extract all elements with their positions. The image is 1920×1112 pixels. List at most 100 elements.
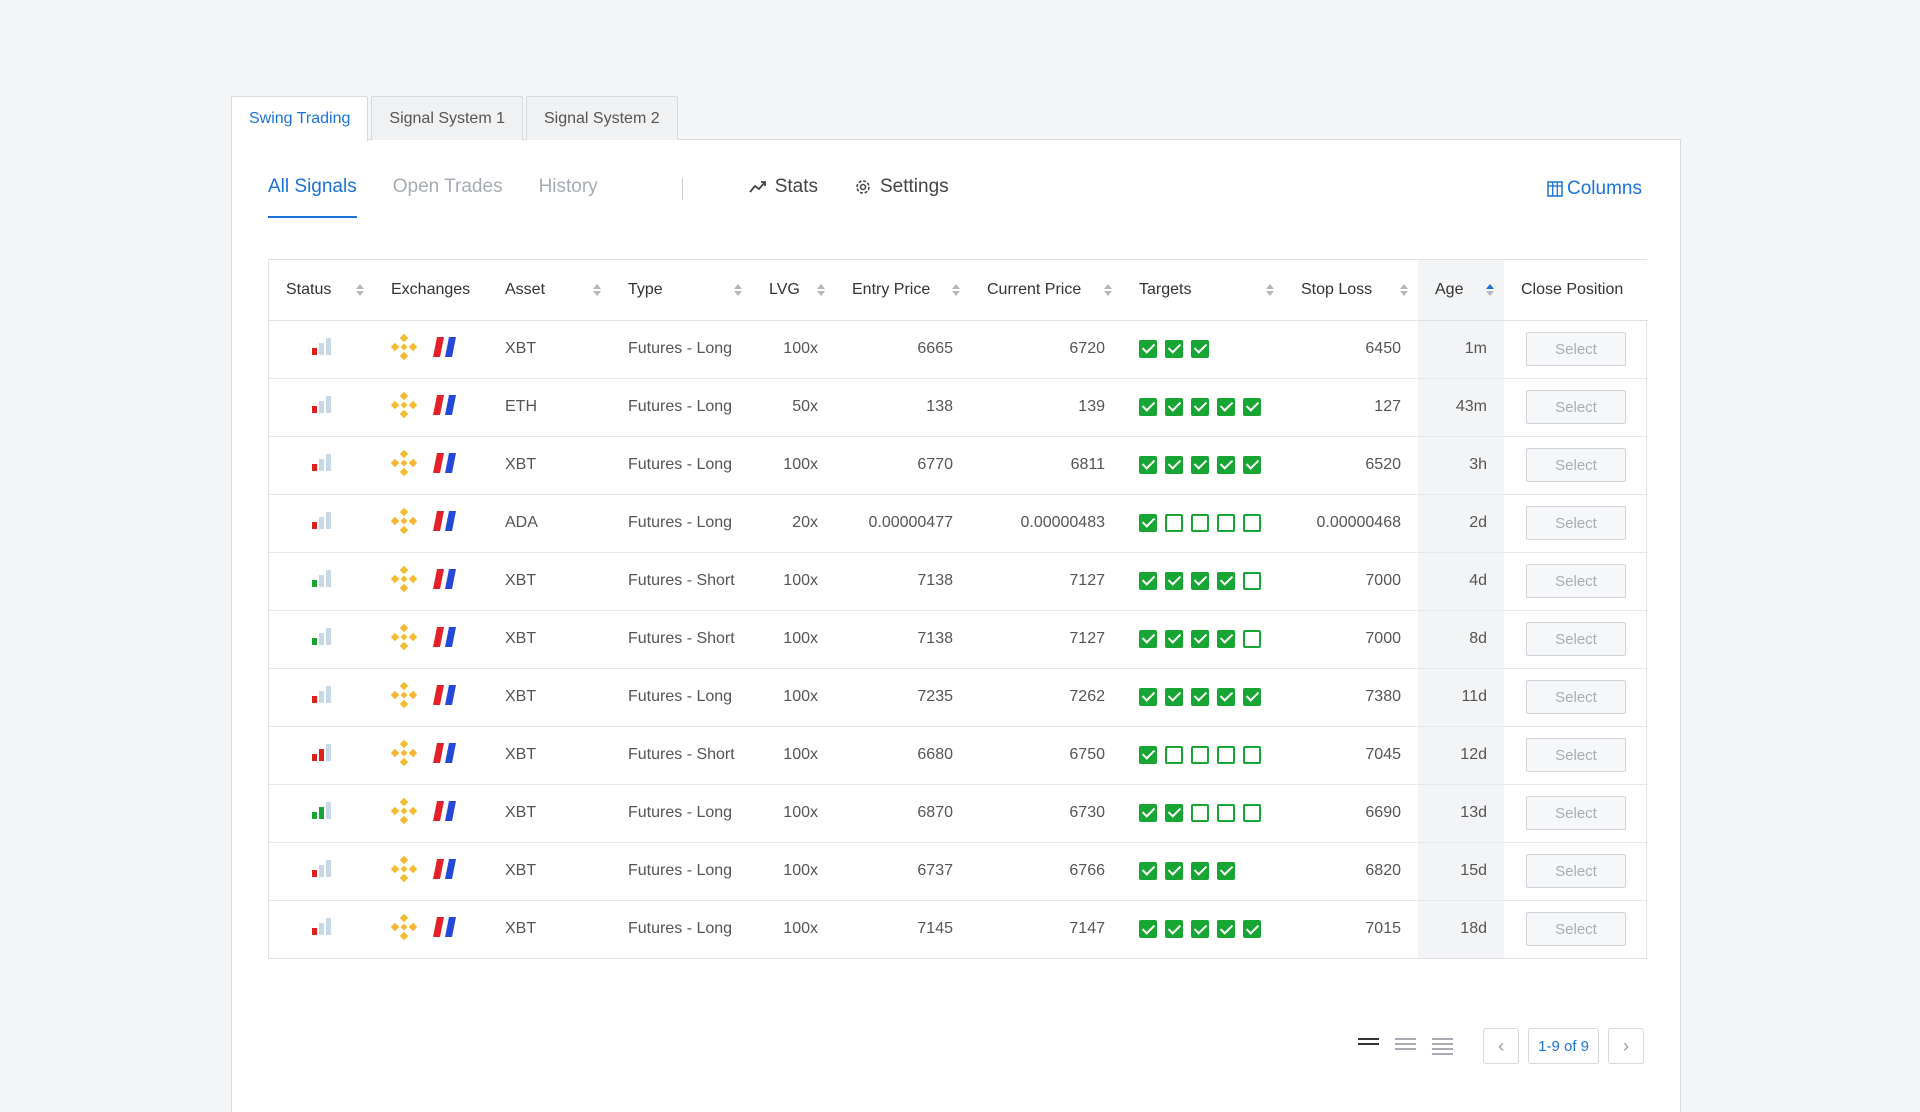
trend-up-icon bbox=[748, 181, 766, 193]
select-button[interactable]: Select bbox=[1526, 390, 1626, 424]
signal-bars-icon bbox=[312, 860, 331, 877]
targets-cell bbox=[1122, 668, 1284, 727]
density-switcher bbox=[1358, 1037, 1454, 1055]
select-button[interactable]: Select bbox=[1526, 622, 1626, 656]
type-cell: Futures - Short bbox=[611, 610, 752, 669]
select-button[interactable]: Select bbox=[1526, 680, 1626, 714]
signal-bars-icon bbox=[312, 918, 331, 936]
targets-cell bbox=[1122, 842, 1284, 901]
check-filled-icon bbox=[1217, 861, 1235, 880]
density-regular-icon[interactable] bbox=[1395, 1037, 1417, 1055]
col-asset[interactable]: Asset bbox=[488, 260, 611, 321]
check-filled-icon bbox=[1165, 861, 1183, 880]
check-filled-icon bbox=[1217, 455, 1235, 474]
select-button[interactable]: Select bbox=[1526, 506, 1626, 540]
stop-loss-cell: 0.00000468 bbox=[1284, 494, 1418, 553]
settings-button[interactable]: Settings bbox=[854, 176, 949, 198]
col-type[interactable]: Type bbox=[611, 260, 752, 321]
table-row: XBT Futures - Short 100x 7138 7127 7000 8d Sele… bbox=[269, 610, 1648, 669]
tab-swing-trading[interactable]: Swing Trading bbox=[231, 96, 369, 141]
check-filled-icon bbox=[1139, 745, 1157, 764]
check-empty-icon bbox=[1243, 513, 1261, 532]
stats-button[interactable]: Stats bbox=[748, 176, 818, 198]
tab-signal-system-2[interactable]: Signal System 2 bbox=[526, 96, 678, 140]
type-cell: Futures - Long bbox=[628, 920, 733, 938]
close-position-cell: Select bbox=[1504, 378, 1648, 437]
check-filled-icon bbox=[1165, 629, 1183, 648]
select-button[interactable]: Select bbox=[1526, 564, 1626, 598]
status-cell bbox=[269, 552, 374, 611]
lvg-cell: 50x bbox=[752, 378, 835, 437]
targets-cell bbox=[1122, 784, 1284, 843]
check-filled-icon bbox=[1139, 861, 1157, 880]
status-cell bbox=[269, 784, 374, 843]
chevron-right-icon: › bbox=[1623, 1035, 1629, 1056]
col-age[interactable]: Age bbox=[1418, 260, 1504, 321]
age-cell: 13d bbox=[1418, 784, 1504, 843]
subtab-all-signals[interactable]: All Signals bbox=[268, 176, 357, 218]
col-exchanges-label: Exchanges bbox=[391, 280, 471, 298]
bitmex-icon bbox=[433, 394, 456, 415]
table-row: XBT Futures - Long 100x 6737 6766 6820 15d Sele… bbox=[269, 842, 1648, 901]
col-targets[interactable]: Targets bbox=[1122, 260, 1284, 321]
table-row: XBT Futures - Long 100x 6770 6811 6520 3h Selec… bbox=[269, 436, 1648, 495]
entry-price-cell: 6665 bbox=[835, 320, 970, 379]
table-row: XBT Futures - Long 100x 6665 6720 6450 1m Selec… bbox=[269, 320, 1648, 379]
exchanges-cell bbox=[374, 436, 488, 495]
table-row: ETH Futures - Long 50x 138 139 127 43m Select bbox=[269, 378, 1648, 437]
next-page-button[interactable]: › bbox=[1608, 1028, 1644, 1064]
age-cell: 4d bbox=[1418, 552, 1504, 611]
check-filled-icon bbox=[1165, 920, 1183, 938]
col-stop-loss[interactable]: Stop Loss bbox=[1284, 260, 1418, 321]
stop-loss-cell: 7045 bbox=[1284, 726, 1418, 785]
pagination: ‹ 1-9 of 9 › bbox=[1358, 1028, 1644, 1064]
select-button[interactable]: Select bbox=[1526, 912, 1626, 947]
type-cell: Futures - Short bbox=[611, 726, 752, 785]
bitmex-icon bbox=[433, 684, 456, 705]
page-info: 1-9 of 9 bbox=[1528, 1028, 1599, 1064]
col-status[interactable]: Status bbox=[269, 260, 374, 321]
sort-icon bbox=[952, 283, 960, 296]
tab-signal-system-1[interactable]: Signal System 1 bbox=[371, 96, 523, 140]
signals-table: Status Exchanges Asset Type LVG Entry Pr… bbox=[268, 259, 1648, 959]
bitmex-icon bbox=[433, 452, 456, 473]
density-compact-icon[interactable] bbox=[1358, 1037, 1380, 1055]
lvg-cell: 100x bbox=[752, 610, 835, 669]
age-cell: 1m bbox=[1418, 320, 1504, 379]
check-filled-icon bbox=[1191, 629, 1209, 648]
columns-button[interactable]: Columns bbox=[1547, 178, 1642, 200]
col-current-price[interactable]: Current Price bbox=[970, 260, 1122, 321]
current-price-cell: 6720 bbox=[970, 320, 1122, 379]
select-button[interactable]: Select bbox=[1526, 796, 1626, 830]
subtab-open-trades[interactable]: Open Trades bbox=[392, 176, 503, 197]
subtab-history[interactable]: History bbox=[538, 176, 598, 197]
close-position-cell: Select bbox=[1504, 552, 1648, 611]
col-lvg-label: LVG bbox=[769, 280, 800, 298]
close-position-cell: Select bbox=[1504, 436, 1648, 495]
col-lvg[interactable]: LVG bbox=[752, 260, 835, 321]
check-filled-icon bbox=[1217, 687, 1235, 706]
check-filled-icon bbox=[1165, 687, 1183, 706]
select-button[interactable]: Select bbox=[1526, 332, 1626, 366]
type-cell: Futures - Long bbox=[611, 436, 752, 495]
close-position-cell: Select bbox=[1504, 610, 1648, 669]
status-cell bbox=[269, 436, 374, 495]
col-entry-price[interactable]: Entry Price bbox=[835, 260, 970, 321]
select-button[interactable]: Select bbox=[1526, 738, 1626, 772]
bitmex-icon bbox=[433, 510, 456, 531]
signal-bars-icon bbox=[312, 802, 331, 819]
check-empty-icon bbox=[1165, 745, 1183, 764]
prev-page-button[interactable]: ‹ bbox=[1483, 1028, 1520, 1064]
select-button[interactable]: Select bbox=[1526, 448, 1626, 482]
select-button[interactable]: Select bbox=[1526, 854, 1626, 888]
entry-price-cell: 6770 bbox=[835, 436, 970, 495]
entry-price-cell: 7138 bbox=[835, 552, 970, 611]
binance-icon bbox=[391, 507, 417, 534]
exchanges-cell bbox=[374, 668, 488, 727]
bitmex-icon bbox=[433, 916, 456, 937]
age-cell: 3h bbox=[1418, 436, 1504, 495]
type-cell: Futures - Long bbox=[611, 842, 752, 901]
check-filled-icon bbox=[1165, 803, 1183, 822]
density-comfortable-icon[interactable] bbox=[1432, 1037, 1454, 1055]
asset-cell: XBT bbox=[488, 610, 611, 669]
